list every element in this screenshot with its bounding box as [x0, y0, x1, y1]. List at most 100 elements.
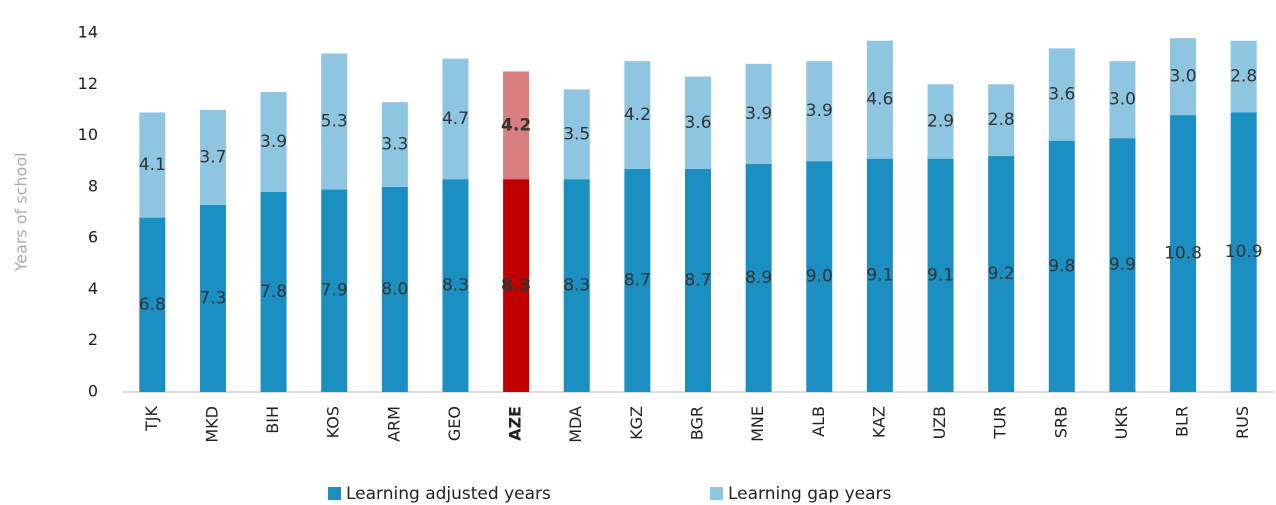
- x-tick-label: KAZ: [869, 406, 888, 438]
- x-tick-label: BGR: [688, 406, 707, 440]
- value-label: 3.0: [1170, 67, 1197, 87]
- value-label: 4.7: [442, 109, 469, 129]
- value-label: 4.6: [866, 90, 893, 110]
- y-tick-label: 6: [88, 228, 98, 247]
- bar-segment: [927, 158, 954, 392]
- bar-segment: [199, 204, 226, 392]
- bar-segment: [503, 179, 530, 392]
- bar-segment: [260, 91, 287, 192]
- value-label: 7.8: [260, 282, 287, 302]
- value-label: 9.8: [1048, 256, 1075, 276]
- value-label: 3.5: [563, 124, 590, 144]
- legend-swatch: [710, 487, 723, 500]
- bar-segment: [927, 84, 954, 159]
- value-label: 3.3: [381, 135, 408, 155]
- bar-segment: [260, 191, 287, 392]
- bar-segment: [745, 63, 772, 164]
- value-label: 3.9: [260, 132, 287, 152]
- y-axis-label: Years of school: [12, 152, 31, 272]
- value-label: 8.3: [442, 276, 469, 296]
- bar-segment: [381, 186, 408, 392]
- value-label: 5.3: [321, 111, 348, 131]
- value-label: 8.3: [501, 276, 531, 296]
- value-label: 8.7: [684, 270, 711, 290]
- value-label: 8.7: [624, 270, 651, 290]
- value-label: 3.6: [684, 113, 711, 133]
- bar-segment: [624, 168, 651, 392]
- bar-segment: [1170, 38, 1197, 116]
- value-label: 8.9: [745, 268, 772, 288]
- x-tick-label: KGZ: [627, 406, 646, 440]
- value-label: 3.6: [1048, 85, 1075, 105]
- bar-segment: [806, 161, 833, 392]
- value-label: 6.8: [139, 295, 166, 315]
- bar-segment: [321, 53, 348, 190]
- value-label: 10.8: [1164, 244, 1202, 264]
- bar-segment: [199, 109, 226, 205]
- legend-label: Learning gap years: [728, 484, 892, 504]
- x-tick-label: BIH: [263, 406, 282, 434]
- y-tick-label: 14: [78, 23, 98, 42]
- bar-segment: [1109, 138, 1136, 392]
- value-label: 3.0: [1109, 90, 1136, 110]
- y-tick-label: 4: [88, 279, 98, 298]
- x-tick-label: KOS: [324, 406, 343, 438]
- x-tick-label: MKD: [202, 406, 221, 443]
- value-label: 4.1: [139, 155, 166, 175]
- value-label: 9.1: [927, 265, 954, 285]
- value-label: 4.2: [501, 115, 531, 135]
- y-tick-label: 8: [88, 176, 98, 195]
- value-label: 4.2: [624, 105, 651, 125]
- value-label: 9.9: [1109, 255, 1136, 275]
- y-tick-label: 2: [88, 330, 98, 349]
- bar-segment: [866, 158, 893, 392]
- x-tick-label: TJK: [142, 405, 161, 431]
- x-tick-label: TUR: [991, 406, 1010, 440]
- value-label: 9.0: [806, 267, 833, 287]
- bar-segment: [1048, 140, 1075, 392]
- bar-segment: [1230, 40, 1257, 113]
- x-tick-label: GEO: [445, 406, 464, 441]
- x-tick-label: MDA: [566, 406, 585, 443]
- bar-segment: [139, 112, 166, 218]
- value-label: 9.2: [988, 264, 1015, 284]
- x-tick-label: ARM: [384, 406, 403, 442]
- value-label: 7.3: [199, 288, 226, 308]
- bar-segment: [1048, 48, 1075, 141]
- x-tick-label: SRB: [1051, 406, 1070, 438]
- y-tick-label: 10: [78, 125, 98, 144]
- bar-segment: [1109, 61, 1136, 139]
- value-label: 3.9: [745, 104, 772, 124]
- bar-segment: [1230, 112, 1257, 392]
- value-label: 7.9: [321, 281, 348, 301]
- bar-segment: [563, 179, 590, 392]
- bar-segment: [503, 71, 530, 180]
- value-label: 2.8: [1230, 67, 1257, 87]
- bar-segment: [139, 217, 166, 392]
- bar-segment: [988, 84, 1015, 157]
- bar-segment: [381, 102, 408, 187]
- value-label: 2.8: [988, 110, 1015, 130]
- x-tick-label: MNE: [748, 406, 767, 442]
- bar-segment: [442, 179, 469, 392]
- bar-segment: [1170, 115, 1197, 393]
- x-tick-label: RUS: [1233, 406, 1252, 439]
- bar-segment: [806, 61, 833, 162]
- legend-label: Learning adjusted years: [346, 484, 551, 504]
- bar-segment: [563, 89, 590, 180]
- x-tick-label: UKR: [1112, 406, 1131, 439]
- x-tick-label: AZE: [506, 406, 525, 441]
- value-label: 10.9: [1225, 242, 1263, 262]
- value-label: 3.9: [806, 101, 833, 121]
- bar-segment: [624, 61, 651, 169]
- value-label: 2.9: [927, 111, 954, 131]
- x-tick-label: ALB: [809, 406, 828, 437]
- value-label: 9.1: [866, 265, 893, 285]
- value-label: 3.7: [199, 147, 226, 167]
- value-label: 8.3: [563, 276, 590, 296]
- bar-segment: [442, 58, 469, 180]
- bar-segment: [685, 76, 711, 169]
- y-tick-label: 0: [88, 382, 98, 401]
- bar-segment: [988, 156, 1015, 392]
